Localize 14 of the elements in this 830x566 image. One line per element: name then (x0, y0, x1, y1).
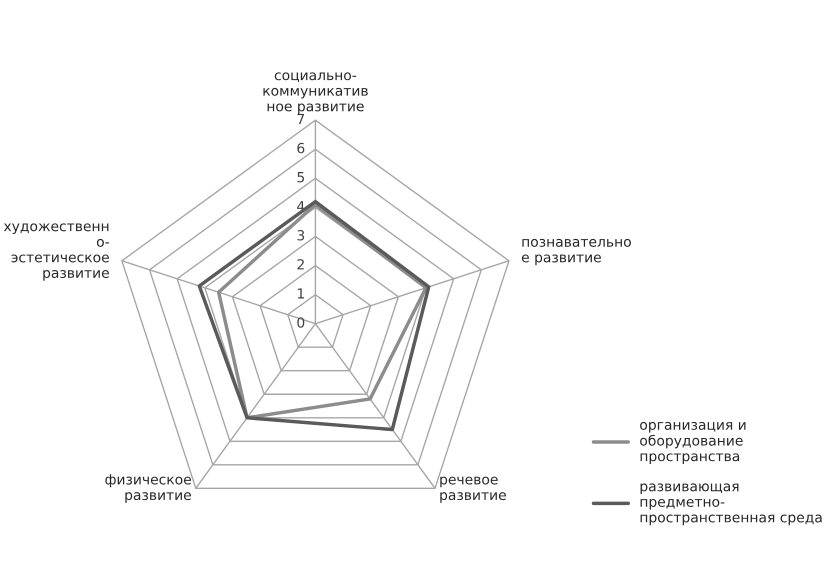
spoke-label: речевое развитие (440, 476, 506, 503)
y-tick-label: 5 (297, 172, 304, 182)
spoke-label: физическое развитие (105, 474, 191, 503)
spoke-label: художественн о- эстетическое развитие (4, 223, 109, 281)
y-tick-label: 1 (298, 288, 304, 298)
spoke-label: познавательно е развитие (522, 238, 631, 266)
y-tick-label: 7 (298, 114, 304, 124)
legend-label: организация и оборудование пространства (640, 422, 746, 464)
legend-label: развивающая предметно- пространственная среда (640, 483, 822, 526)
y-tick-label: 6 (297, 142, 304, 154)
y-tick-label: 0 (297, 317, 304, 328)
y-tick-label: 3 (297, 230, 304, 241)
spoke-label: социально- коммуникатив ное развитие (263, 72, 368, 114)
y-tick-label: 2 (297, 259, 304, 270)
